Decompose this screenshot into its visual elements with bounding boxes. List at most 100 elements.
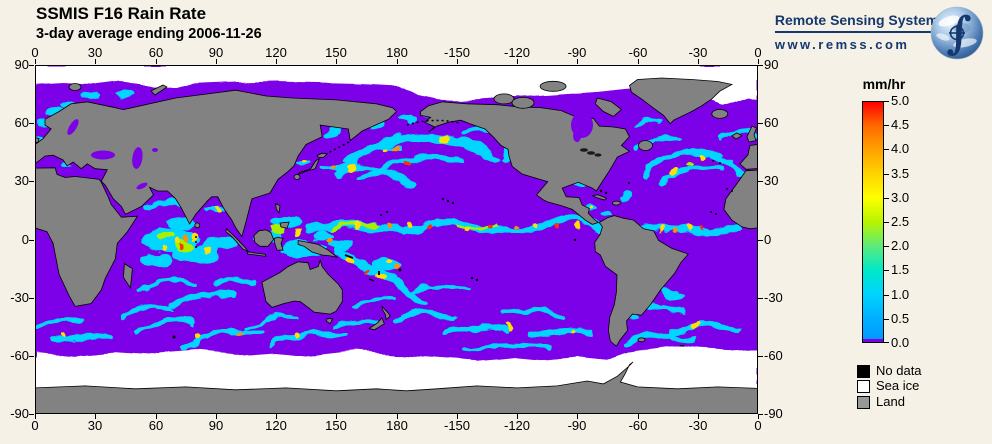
lat-tick-right bbox=[758, 181, 763, 182]
lon-label-top: 150 bbox=[325, 45, 347, 60]
colorbar-title: mm/hr bbox=[862, 76, 906, 92]
legend-label: No data bbox=[876, 363, 922, 378]
lat-tick-right bbox=[758, 65, 763, 66]
lon-label-top: 30 bbox=[87, 45, 103, 60]
lon-label-top: 60 bbox=[148, 45, 164, 60]
lon-tick-bottom bbox=[698, 414, 699, 419]
lon-label-bottom: -150 bbox=[443, 418, 471, 433]
colorbar-tick-label: 4.0 bbox=[891, 141, 910, 156]
lon-tick-bottom bbox=[397, 414, 398, 419]
lon-tick-top bbox=[336, 59, 337, 64]
colorbar-tick bbox=[884, 270, 889, 271]
lat-tick-left bbox=[29, 181, 34, 182]
lon-tick-bottom bbox=[517, 414, 518, 419]
lon-tick-top bbox=[276, 59, 277, 64]
lon-label-top: -30 bbox=[688, 45, 708, 60]
colorbar-tick-label: 0.5 bbox=[891, 311, 910, 326]
lon-label-bottom: 0 bbox=[31, 418, 39, 433]
lon-tick-top bbox=[758, 59, 759, 64]
lat-tick-left bbox=[29, 65, 34, 66]
colorbar-tick bbox=[884, 101, 889, 102]
colorbar-tick bbox=[884, 149, 889, 150]
world-rain-map: .r{stroke:var(--cy,#00d6ff); fill:none; … bbox=[32, 65, 759, 415]
legend-swatch bbox=[857, 380, 870, 393]
lat-tick-right bbox=[758, 298, 763, 299]
colorbar-tick-label: 0.0 bbox=[891, 335, 910, 350]
land-layer bbox=[34, 77, 759, 415]
colorbar-tick-label: 3.5 bbox=[891, 166, 910, 181]
colorbar-tick-label: 2.0 bbox=[891, 238, 910, 253]
lon-tick-bottom bbox=[457, 414, 458, 419]
colorbar-tick bbox=[884, 174, 889, 175]
lat-label-left: -90 bbox=[10, 406, 29, 421]
lat-tick-left bbox=[29, 414, 34, 415]
lon-label-bottom: 0 bbox=[754, 418, 762, 433]
legend-swatch bbox=[857, 365, 870, 378]
colorbar-tick-label: 5.0 bbox=[891, 93, 910, 108]
island-specks-layer bbox=[172, 119, 733, 347]
colorbar-tick bbox=[884, 222, 889, 223]
lon-tick-bottom bbox=[95, 414, 96, 419]
map-plot: .r{stroke:var(--cy,#00d6ff); fill:none; … bbox=[32, 65, 759, 415]
colorbar-tick-label: 2.5 bbox=[891, 214, 910, 229]
lon-tick-bottom bbox=[758, 414, 759, 419]
lon-tick-top bbox=[577, 59, 578, 64]
lon-label-top: -90 bbox=[567, 45, 587, 60]
legend-label: Land bbox=[876, 394, 905, 409]
lat-tick-left bbox=[29, 123, 34, 124]
lat-label-left: 60 bbox=[14, 115, 29, 130]
lat-tick-right bbox=[758, 356, 763, 357]
lon-tick-bottom bbox=[216, 414, 217, 419]
colorbar-tick-label: 1.0 bbox=[891, 287, 910, 302]
lon-label-top: 120 bbox=[265, 45, 287, 60]
colorbar-tick bbox=[884, 319, 889, 320]
colorbar-tick bbox=[884, 246, 889, 247]
lat-tick-left bbox=[29, 356, 34, 357]
lat-label-right: 0 bbox=[764, 232, 772, 247]
lon-label-bottom: -120 bbox=[503, 418, 531, 433]
lat-label-left: 90 bbox=[14, 57, 29, 72]
lon-label-bottom: 150 bbox=[325, 418, 347, 433]
colorbar-zero-segment bbox=[863, 339, 883, 342]
lat-label-left: -30 bbox=[10, 290, 29, 305]
lat-label-right: -60 bbox=[764, 348, 783, 363]
colorbar-tick bbox=[884, 125, 889, 126]
lon-label-top: -150 bbox=[443, 45, 471, 60]
lon-tick-bottom bbox=[638, 414, 639, 419]
lat-tick-right bbox=[758, 414, 763, 415]
lat-label-left: 30 bbox=[14, 173, 29, 188]
lon-tick-bottom bbox=[336, 414, 337, 419]
colorbar-tick-label: 1.5 bbox=[891, 262, 910, 277]
lon-label-bottom: 180 bbox=[386, 418, 408, 433]
earth-globe-logo-icon: ∫ bbox=[930, 6, 984, 60]
lat-label-left: -60 bbox=[10, 348, 29, 363]
legend-swatch bbox=[857, 396, 870, 409]
lon-tick-top bbox=[216, 59, 217, 64]
lon-label-top: -60 bbox=[628, 45, 648, 60]
lon-tick-bottom bbox=[35, 414, 36, 419]
lon-label-top: 0 bbox=[754, 45, 762, 60]
colorbar-tick-label: 3.0 bbox=[891, 190, 910, 205]
inland-seas-layer bbox=[67, 112, 593, 190]
lat-tick-left bbox=[29, 240, 34, 241]
lon-label-bottom: -90 bbox=[567, 418, 587, 433]
lon-label-bottom: 120 bbox=[265, 418, 287, 433]
lon-tick-top bbox=[698, 59, 699, 64]
lon-tick-top bbox=[397, 59, 398, 64]
lat-tick-right bbox=[758, 240, 763, 241]
brand-url: www.remss.com bbox=[774, 37, 910, 52]
lon-tick-top bbox=[517, 59, 518, 64]
lat-label-right: -90 bbox=[764, 406, 783, 421]
lat-label-left: 0 bbox=[21, 232, 29, 247]
lat-label-right: 90 bbox=[764, 57, 779, 72]
rain-layer bbox=[32, 91, 759, 352]
page-subtitle: 3-day average ending 2006-11-26 bbox=[36, 26, 262, 42]
colorbar-tick bbox=[884, 198, 889, 199]
colorbar-gradient bbox=[862, 101, 884, 343]
lon-tick-top bbox=[35, 59, 36, 64]
lon-tick-top bbox=[156, 59, 157, 64]
lon-label-bottom: -60 bbox=[628, 418, 648, 433]
lat-label-right: -30 bbox=[764, 290, 783, 305]
branding: Remote Sensing Systems www.remss.com bbox=[774, 12, 946, 52]
